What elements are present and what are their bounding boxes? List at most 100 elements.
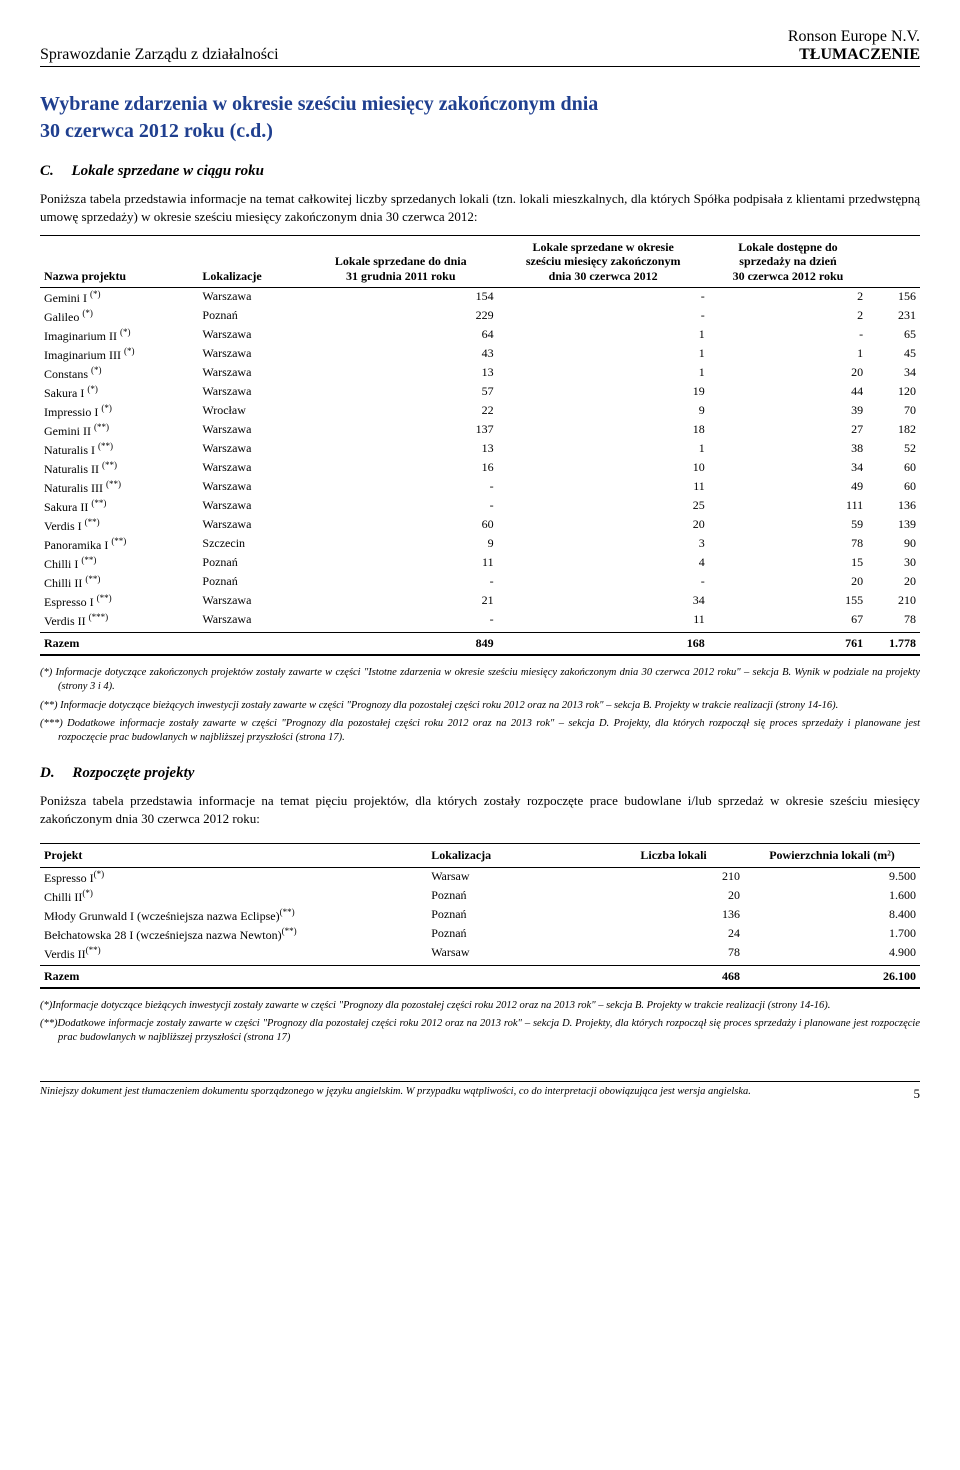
table-d: Projekt Lokalizacja Liczba lokali Powier…	[40, 843, 920, 988]
cell-c5: 39	[709, 402, 867, 421]
cell-project: Naturalis I (**)	[40, 440, 198, 459]
total-units: 468	[603, 965, 744, 988]
cell-location: Poznań	[427, 887, 603, 906]
table-row: Panoramika I (**)Szczecin937890	[40, 535, 920, 554]
cell-project: Gemini II (**)	[40, 421, 198, 440]
section-c-letter: C.	[40, 163, 54, 179]
total-c4: 168	[498, 633, 709, 656]
cell-c6: 60	[867, 459, 920, 478]
cell-project: Naturalis III (**)	[40, 478, 198, 497]
table-row: Chilli I (**)Poznań1141530	[40, 554, 920, 573]
th-sold-period: Lokale sprzedane w okresie sześciu miesi…	[498, 236, 709, 288]
cell-location: Warszawa	[198, 478, 304, 497]
table-row: Naturalis I (**)Warszawa1313852	[40, 440, 920, 459]
table-row: Sakura II (**)Warszawa-25111136	[40, 497, 920, 516]
cell-location: Poznań	[198, 573, 304, 592]
cell-area: 8.400	[744, 906, 920, 925]
footnotes-c: (*) Informacje dotyczące zakończonych pr…	[40, 666, 920, 745]
th-location: Lokalizacje	[198, 236, 304, 288]
cell-c5: 59	[709, 516, 867, 535]
table-row: Bełchatowska 28 I (wcześniejsza nazwa Ne…	[40, 925, 920, 944]
section-d-title: Rozpoczęte projekty	[72, 765, 194, 781]
cell-c3: -	[304, 611, 498, 633]
cell-c4: 1	[498, 364, 709, 383]
footnote: (**)Dodatkowe informacje zostały zawarte…	[40, 1017, 920, 1045]
total-c5: 761	[709, 633, 867, 656]
cell-location: Warszawa	[198, 326, 304, 345]
total-c6: 1.778	[867, 633, 920, 656]
table-row: Naturalis II (**)Warszawa16103460	[40, 459, 920, 478]
cell-c4: 11	[498, 611, 709, 633]
cell-c4: 11	[498, 478, 709, 497]
th-total	[867, 236, 920, 288]
cell-c3: 21	[304, 592, 498, 611]
cell-c6: 45	[867, 345, 920, 364]
cell-project: Verdis I (**)	[40, 516, 198, 535]
cell-c4: 1	[498, 345, 709, 364]
cell-c6: 70	[867, 402, 920, 421]
cell-c5: 155	[709, 592, 867, 611]
table-c-header-row: Nazwa projektu Lokalizacje Lokale sprzed…	[40, 236, 920, 288]
table-row: Młody Grunwald I (wcześniejsza nazwa Ecl…	[40, 906, 920, 925]
table-total-row: Razem8491687611.778	[40, 633, 920, 656]
cell-c6: 60	[867, 478, 920, 497]
cell-location: Warszawa	[198, 592, 304, 611]
page-header: Sprawozdanie Zarządu z działalności Rons…	[40, 28, 920, 67]
footnote: (*) Informacje dotyczące zakończonych pr…	[40, 666, 920, 694]
table-row: Impressio I (*)Wrocław2293970	[40, 402, 920, 421]
cell-c3: 22	[304, 402, 498, 421]
table-row: Chilli II (**)Poznań--2020	[40, 573, 920, 592]
cell-c4: -	[498, 573, 709, 592]
cell-c3: 57	[304, 383, 498, 402]
cell-project: Naturalis II (**)	[40, 459, 198, 478]
cell-c4: -	[498, 288, 709, 308]
cell-c5: 20	[709, 364, 867, 383]
cell-location: Wrocław	[198, 402, 304, 421]
cell-project: Sakura I (*)	[40, 383, 198, 402]
cell-location: Poznań	[427, 925, 603, 944]
company-name: Ronson Europe N.V.	[788, 28, 920, 46]
cell-c5: -	[709, 326, 867, 345]
cell-c4: 1	[498, 440, 709, 459]
cell-c4: 3	[498, 535, 709, 554]
title-line2: 30 czerwca 2012 roku (c.d.)	[40, 120, 273, 142]
cell-location: Warszawa	[198, 288, 304, 308]
footnotes-d: (*)Informacje dotyczące bieżących inwest…	[40, 999, 920, 1046]
cell-c5: 44	[709, 383, 867, 402]
cell-project: Verdis II(**)	[40, 944, 427, 966]
cell-c5: 49	[709, 478, 867, 497]
cell-c6: 120	[867, 383, 920, 402]
cell-c3: -	[304, 573, 498, 592]
cell-location: Warszawa	[198, 459, 304, 478]
cell-c6: 139	[867, 516, 920, 535]
cell-project: Chilli II (**)	[40, 573, 198, 592]
cell-project: Constans (*)	[40, 364, 198, 383]
cell-project: Gemini I (*)	[40, 288, 198, 308]
cell-c5: 38	[709, 440, 867, 459]
th-d-location: Lokalizacja	[427, 844, 603, 867]
cell-units: 210	[603, 867, 744, 887]
section-c-heading: C. Lokale sprzedane w ciągu roku	[40, 163, 920, 180]
cell-c5: 20	[709, 573, 867, 592]
cell-c6: 231	[867, 307, 920, 326]
cell-c3: 154	[304, 288, 498, 308]
table-row: Imaginarium III (*)Warszawa431145	[40, 345, 920, 364]
page-number: 5	[914, 1086, 921, 1102]
cell-location: Warszawa	[198, 345, 304, 364]
cell-location: Warszawa	[198, 383, 304, 402]
th-d-project: Projekt	[40, 844, 427, 867]
table-row: Verdis I (**)Warszawa602059139	[40, 516, 920, 535]
section-c-para: Poniższa tabela przedstawia informacje n…	[40, 190, 920, 225]
cell-location: Warszawa	[198, 364, 304, 383]
cell-c3: -	[304, 497, 498, 516]
cell-area: 4.900	[744, 944, 920, 966]
table-row: Chilli II(*)Poznań201.600	[40, 887, 920, 906]
table-row: Naturalis III (**)Warszawa-114960	[40, 478, 920, 497]
table-row: Gemini II (**)Warszawa1371827182	[40, 421, 920, 440]
cell-c5: 78	[709, 535, 867, 554]
total-label: Razem	[40, 965, 603, 988]
cell-c3: 9	[304, 535, 498, 554]
cell-c6: 34	[867, 364, 920, 383]
cell-units: 24	[603, 925, 744, 944]
cell-location: Warszawa	[198, 611, 304, 633]
